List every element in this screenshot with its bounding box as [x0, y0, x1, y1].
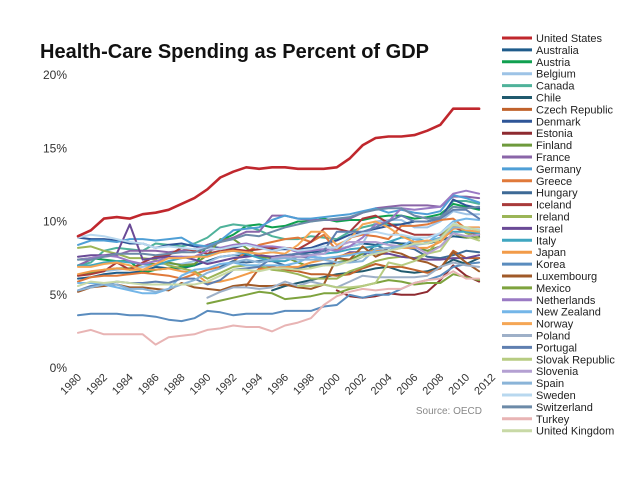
legend-label: Iceland: [536, 200, 571, 212]
plot-area: [76, 107, 481, 346]
series-line-sweden: [77, 222, 481, 252]
y-tick-label: 0%: [50, 361, 68, 375]
y-tick-label: 20%: [43, 68, 67, 82]
series-line-slovenia: [271, 232, 481, 260]
legend-label: Denmark: [536, 116, 581, 128]
legend-label: New Zealand: [536, 307, 601, 319]
chart-title: Health-Care Spending as Percent of GDP: [40, 41, 429, 63]
legend-label: Switzerland: [536, 402, 593, 414]
legend-label: Netherlands: [536, 295, 596, 307]
series-line-poland: [206, 261, 481, 299]
legend-label: United Kingdom: [536, 426, 614, 438]
legend-label: Australia: [536, 45, 580, 57]
y-tick-label: 15%: [43, 141, 67, 155]
legend-label: France: [536, 152, 570, 164]
legend-label: Sweden: [536, 390, 576, 402]
legend-label: Canada: [536, 81, 575, 93]
legend-label: Chile: [536, 93, 561, 105]
legend-label: Estonia: [536, 128, 574, 140]
source-note: Source: OECD: [416, 406, 482, 417]
legend-label: Finland: [536, 140, 572, 152]
y-axis-ticks: 0% 5% 10% 15% 20%: [43, 68, 67, 375]
series-line-switzerland: [77, 205, 481, 261]
legend-label: Portugal: [536, 342, 577, 354]
legend-label: Czech Republic: [536, 104, 614, 116]
legend-label: Slovenia: [536, 366, 579, 378]
legend-label: Norway: [536, 319, 574, 331]
legend-label: Germany: [536, 164, 582, 176]
series-line-turkey: [77, 270, 481, 346]
series-line-united-kingdom: [77, 223, 481, 287]
legend-label: Italy: [536, 235, 557, 247]
legend-label: Slovak Republic: [536, 354, 615, 366]
legend-label: Mexico: [536, 283, 571, 295]
legend-label: Turkey: [536, 414, 570, 426]
legend-label: Belgium: [536, 69, 576, 81]
legend-label: Japan: [536, 247, 566, 259]
series-line-germany: [77, 194, 481, 248]
series-line-france: [77, 195, 481, 267]
legend-label: Greece: [536, 176, 572, 188]
y-tick-label: 5%: [50, 288, 68, 302]
legend-label: Luxembourg: [536, 271, 597, 283]
legend: United StatesAustraliaAustriaBelgiumCana…: [502, 33, 615, 438]
series-line-mexico: [206, 273, 481, 305]
legend-label: Spain: [536, 378, 564, 390]
series-line-netherlands: [77, 189, 481, 265]
y-tick-label: 10%: [43, 215, 67, 229]
series-line-united-states: [76, 107, 481, 238]
legend-label: Austria: [536, 57, 571, 69]
legend-label: Ireland: [536, 212, 570, 224]
legend-label: Hungary: [536, 188, 578, 200]
series-line-greece: [77, 217, 481, 283]
series-line-norway: [77, 220, 481, 271]
series-line-slovak-republic: [296, 232, 481, 289]
legend-label: Israel: [536, 223, 563, 235]
legend-label: Korea: [536, 259, 566, 271]
legend-label: United States: [536, 33, 603, 45]
legend-label: Poland: [536, 331, 570, 343]
